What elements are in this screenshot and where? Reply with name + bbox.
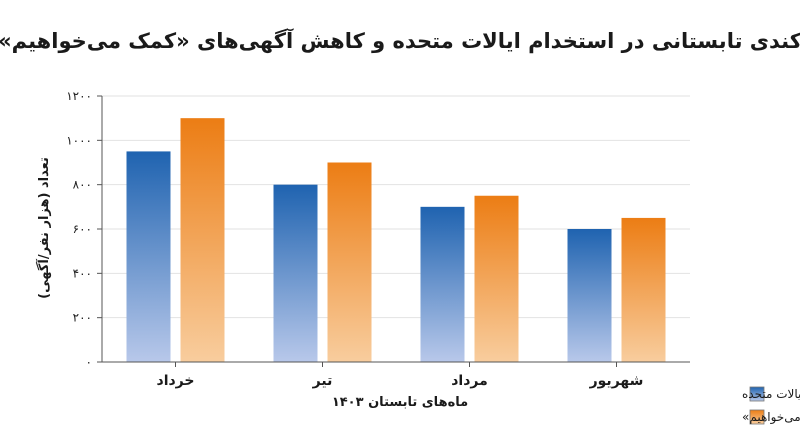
x-tick-label: شهریور	[589, 373, 644, 389]
y-tick-label: ۲۰۰	[73, 311, 92, 325]
bars	[126, 118, 666, 363]
bar	[126, 151, 171, 362]
x-axis-title: ماه‌های تابستان ۱۴۰۳	[332, 395, 468, 410]
y-axis-ticks: ۰ ۲۰۰ ۴۰۰ ۶۰۰ ۸۰۰ ۱۰۰۰ ۱۲۰۰	[66, 89, 102, 369]
y-tick-label: ۱۲۰۰	[66, 89, 92, 103]
bar	[420, 206, 465, 362]
y-tick-label: ۴۰۰	[73, 266, 92, 280]
y-tick-label: ۰	[86, 355, 92, 369]
chart-title: کندی تابستانی در استخدام ایالات متحده و …	[0, 28, 800, 53]
bar	[567, 229, 612, 362]
legend: استخدام ایالات متحده آگهی‌های «کمک می‌خوا…	[742, 386, 800, 425]
x-tick-label: مرداد	[451, 373, 488, 389]
bar	[327, 162, 372, 362]
y-axis-title: تعداد (هزار نفر/آگهی)	[35, 157, 52, 299]
legend-label: آگهی‌های «کمک می‌خواهیم»	[742, 409, 800, 425]
x-tick-label: تیر	[312, 373, 333, 389]
legend-swatch	[749, 409, 765, 425]
y-tick-label: ۱۰۰۰	[66, 133, 92, 147]
x-tick-label: خرداد	[157, 373, 195, 389]
legend-label: استخدام ایالات متحده	[742, 387, 800, 401]
y-tick-label: ۸۰۰	[73, 178, 92, 192]
bar	[273, 184, 318, 362]
bar	[474, 195, 519, 362]
y-tick-label: ۶۰۰	[73, 222, 92, 236]
legend-swatch	[749, 386, 765, 402]
x-axis-categories: خرداد تیر مرداد شهریور	[157, 362, 644, 389]
bar	[621, 217, 666, 362]
bar	[180, 118, 225, 363]
